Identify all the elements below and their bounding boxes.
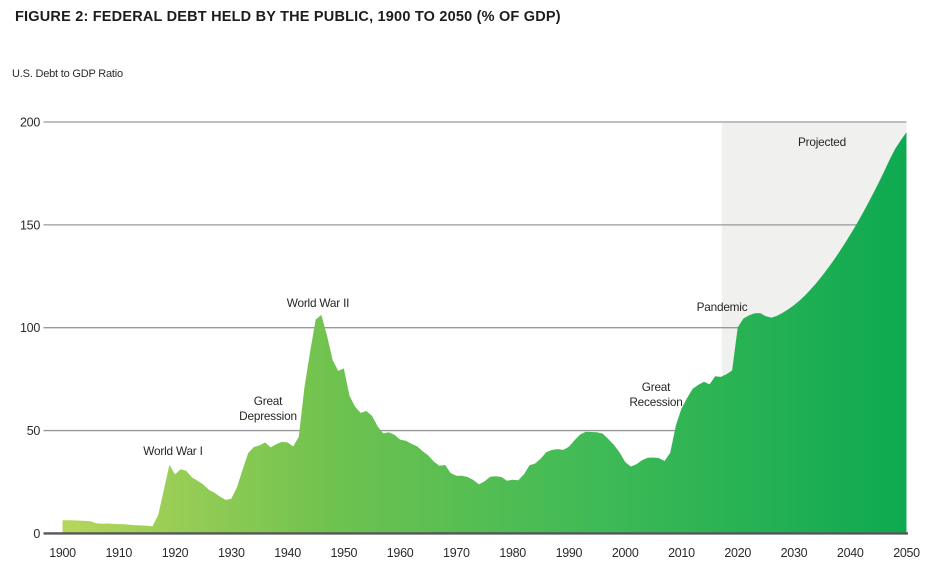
annotation-label: Projected — [798, 135, 846, 149]
x-tick-label: 1920 — [162, 546, 189, 560]
area-series-layer — [62, 132, 907, 534]
x-tick-label: 1940 — [274, 546, 301, 560]
x-tick-label: 2050 — [893, 546, 920, 560]
y-tick-label: 0 — [33, 527, 40, 541]
y-tick-label: 50 — [27, 424, 41, 438]
x-tick-label: 1960 — [387, 546, 414, 560]
annotation-label: Great Depression — [239, 394, 297, 423]
x-tick-label: 1930 — [218, 546, 245, 560]
x-tick-label: 1910 — [105, 546, 132, 560]
annotation-label: Great Recession — [629, 380, 682, 409]
x-tick-label: 2010 — [668, 546, 695, 560]
gridlines-layer — [43, 121, 907, 432]
x-tick-label: 2000 — [612, 546, 639, 560]
x-tick-label: 1970 — [443, 546, 470, 560]
x-tick-label: 1990 — [556, 546, 583, 560]
debt-area-series — [62, 132, 907, 534]
y-tick-label: 200 — [20, 116, 40, 130]
annotation-label: World War I — [143, 444, 202, 458]
x-tick-label: 2020 — [724, 546, 751, 560]
y-axis-title: U.S. Debt to GDP Ratio — [12, 68, 123, 80]
annotation-label: Pandemic — [697, 300, 748, 314]
annotation-label: World War II — [287, 296, 350, 310]
y-tick-label: 100 — [20, 321, 40, 335]
y-tick-label: 150 — [20, 218, 40, 232]
x-tick-label: 1980 — [499, 546, 526, 560]
x-tick-label: 1900 — [49, 546, 76, 560]
x-tick-label: 2030 — [781, 546, 808, 560]
x-tick-label: 1950 — [331, 546, 358, 560]
axis-layer: 0 50 100 150 200 1900 1910 1920 1930 1940 1950 1960… — [20, 116, 920, 561]
figure-title: FIGURE 2: FEDERAL DEBT HELD BY THE PUBLI… — [15, 9, 561, 25]
annotations-layer: World War I Great Depression World War II Gr… — [143, 135, 846, 458]
x-tick-label: 2040 — [837, 546, 864, 560]
